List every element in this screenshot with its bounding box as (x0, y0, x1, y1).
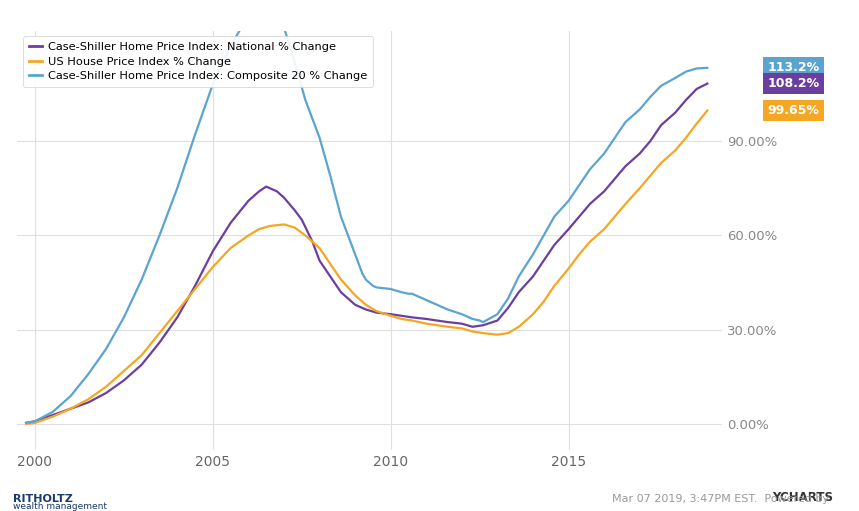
Text: Mar 07 2019, 3:47PM EST.  Powered by: Mar 07 2019, 3:47PM EST. Powered by (612, 494, 832, 504)
Text: RITHOLTZ: RITHOLTZ (13, 494, 73, 504)
Text: 108.2%: 108.2% (768, 77, 819, 90)
Text: YCHARTS: YCHARTS (772, 492, 833, 504)
Text: 113.2%: 113.2% (768, 61, 819, 74)
Text: 99.65%: 99.65% (768, 104, 819, 117)
Text: wealth management: wealth management (13, 502, 107, 511)
Legend: Case-Shiller Home Price Index: National % Change, US House Price Index % Change,: Case-Shiller Home Price Index: National … (23, 36, 373, 87)
